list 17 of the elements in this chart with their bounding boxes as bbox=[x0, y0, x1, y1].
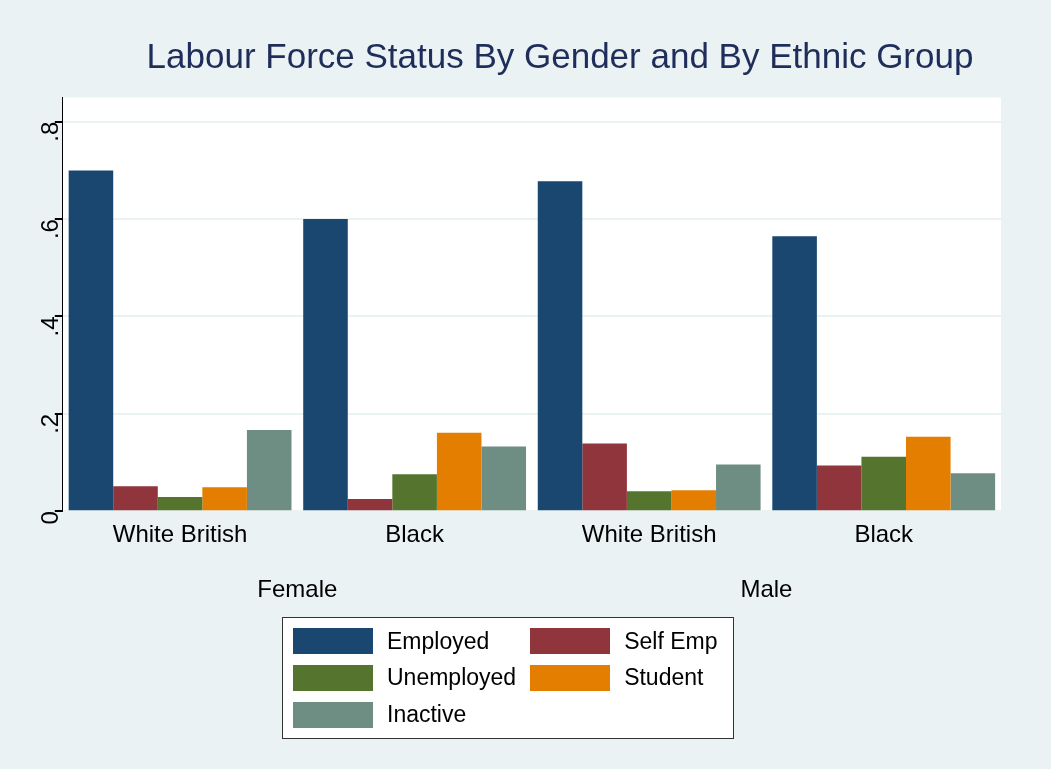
y-tick-label: .6 bbox=[36, 219, 64, 240]
x-tick-label: Black bbox=[385, 520, 445, 548]
text: Female bbox=[257, 574, 338, 602]
text: Male bbox=[740, 574, 793, 602]
y-tick-label: 0 bbox=[36, 511, 64, 525]
legend-label: Self Emp bbox=[624, 627, 718, 655]
chart-title: Labour Force Status By Gender and By Ethnic Group bbox=[145, 36, 975, 76]
legend-label: Employed bbox=[387, 627, 490, 655]
legend-label: Student bbox=[624, 664, 704, 692]
x-tick-label: Black bbox=[854, 520, 915, 548]
x-tick-label: White British bbox=[112, 520, 248, 548]
x-tick-label: White British bbox=[581, 520, 717, 548]
y-tick-label: .8 bbox=[36, 121, 64, 142]
legend-label: Unemployed bbox=[387, 664, 517, 692]
legend-label: Inactive bbox=[387, 701, 467, 729]
y-tick-label: .4 bbox=[36, 316, 64, 337]
y-tick-label: .2 bbox=[36, 413, 64, 434]
